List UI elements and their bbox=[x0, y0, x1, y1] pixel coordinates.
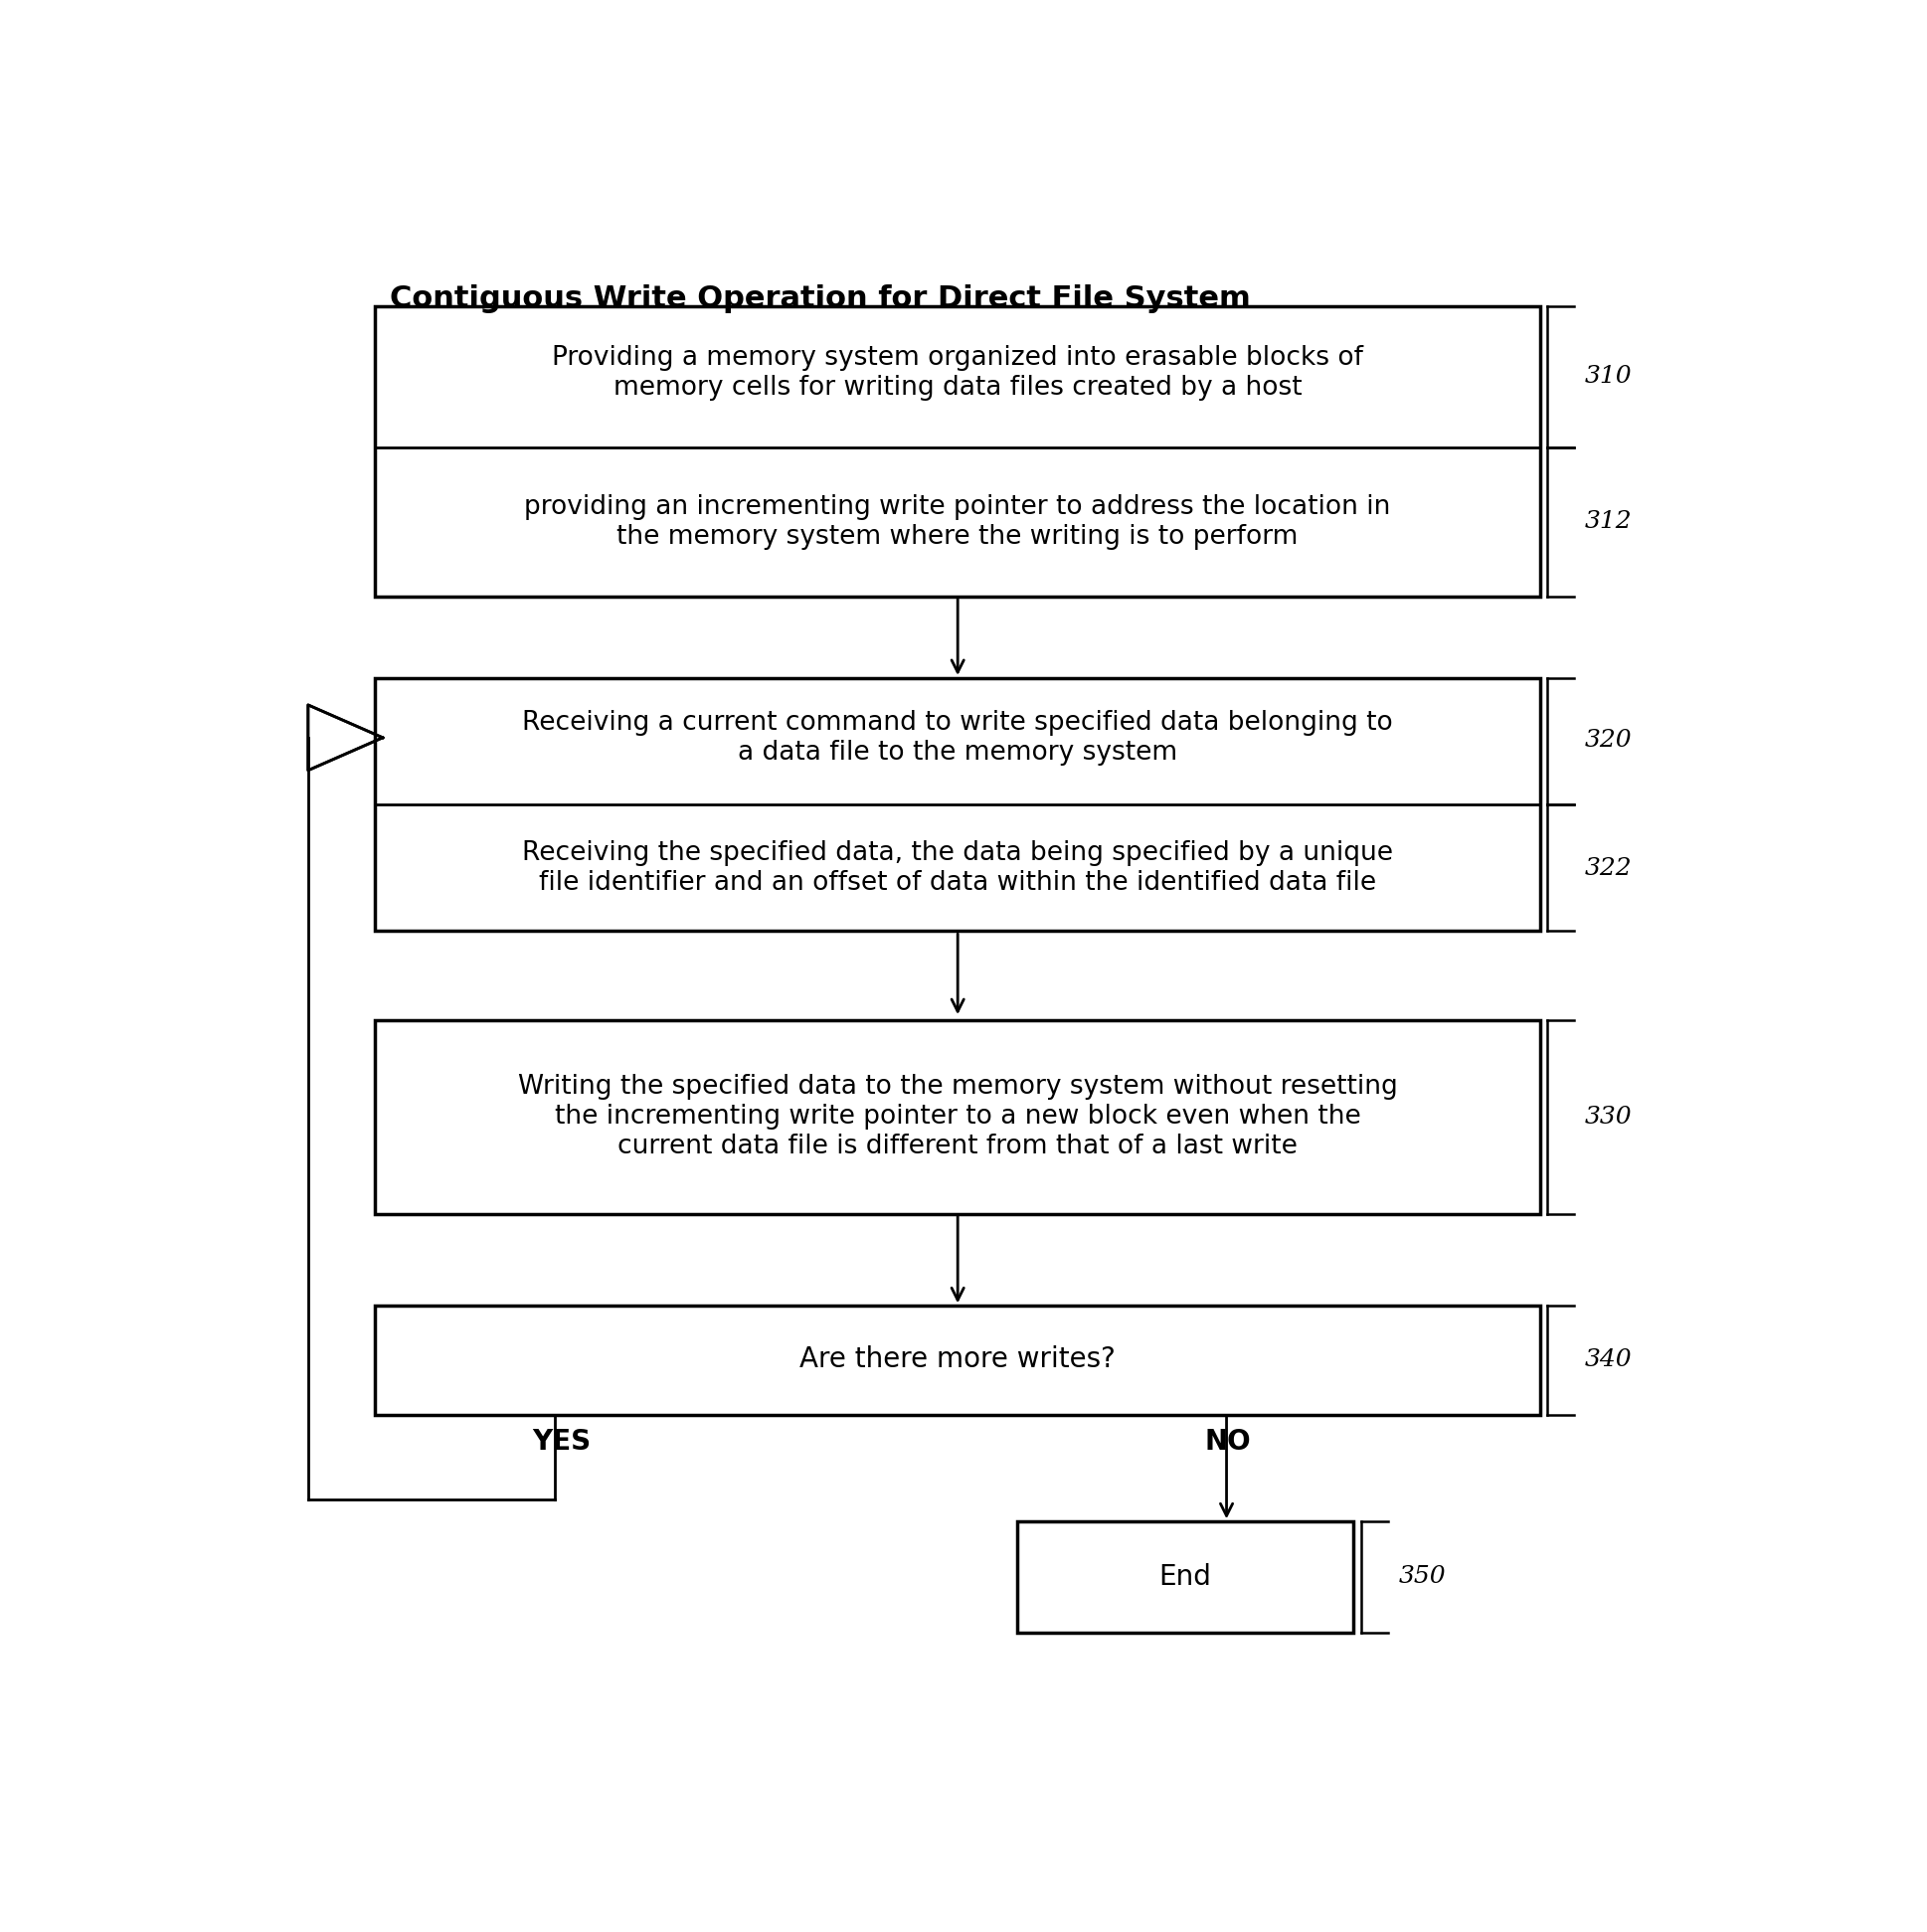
Text: Receiving the specified data, the data being specified by a unique
file identifi: Receiving the specified data, the data b… bbox=[522, 840, 1393, 896]
Text: 340: 340 bbox=[1584, 1349, 1632, 1372]
Text: 320: 320 bbox=[1584, 728, 1632, 752]
Text: End: End bbox=[1158, 1563, 1210, 1590]
Bar bbox=[376, 305, 1540, 597]
Text: YES: YES bbox=[532, 1428, 592, 1455]
Text: 350: 350 bbox=[1399, 1565, 1445, 1588]
Bar bbox=[1017, 1522, 1353, 1633]
Text: Contiguous Write Operation for Direct File System: Contiguous Write Operation for Direct Fi… bbox=[389, 284, 1251, 313]
Text: providing an incrementing write pointer to address the location in
the memory sy: providing an incrementing write pointer … bbox=[524, 495, 1391, 551]
Bar bbox=[376, 1306, 1540, 1414]
Text: NO: NO bbox=[1204, 1428, 1251, 1455]
Bar bbox=[376, 678, 1540, 931]
Text: 312: 312 bbox=[1584, 510, 1632, 533]
Bar bbox=[376, 1020, 1540, 1213]
Text: 322: 322 bbox=[1584, 858, 1632, 879]
Text: Writing the specified data to the memory system without resetting
the incrementi: Writing the specified data to the memory… bbox=[518, 1074, 1397, 1159]
Text: Receiving a current command to write specified data belonging to
a data file to : Receiving a current command to write spe… bbox=[522, 709, 1393, 765]
Text: 330: 330 bbox=[1584, 1105, 1632, 1128]
Text: Are there more writes?: Are there more writes? bbox=[800, 1345, 1116, 1374]
Text: Providing a memory system organized into erasable blocks of
memory cells for wri: Providing a memory system organized into… bbox=[551, 346, 1364, 402]
Text: 310: 310 bbox=[1584, 365, 1632, 388]
